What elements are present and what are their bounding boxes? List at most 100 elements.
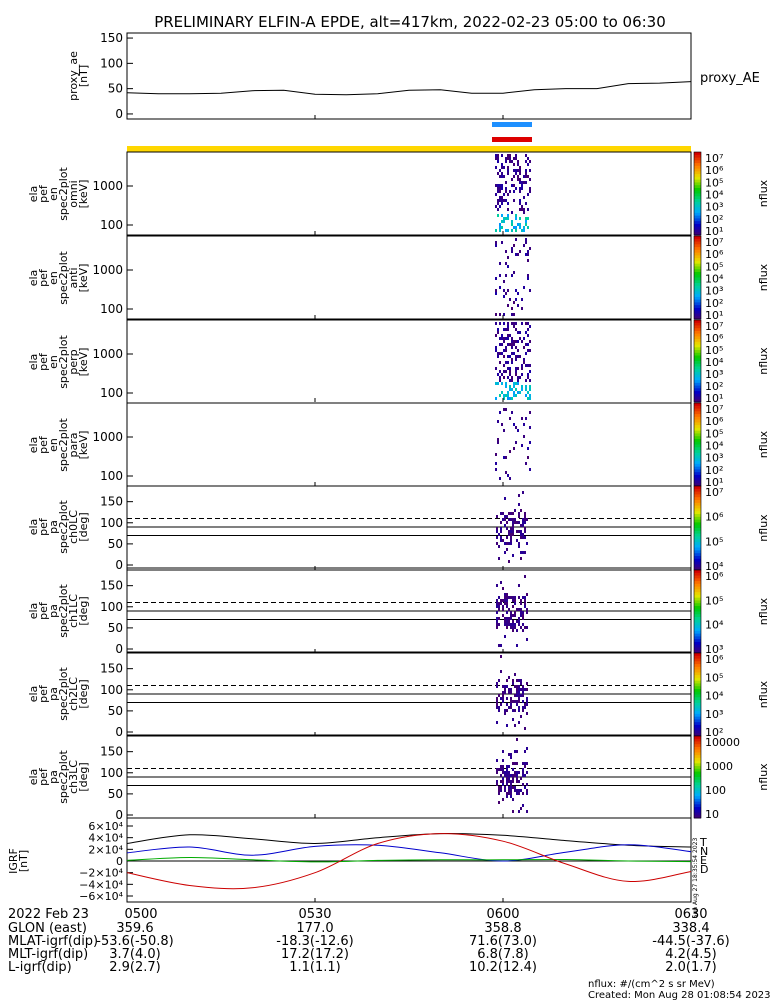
pitch-angle-pixel [518, 515, 520, 518]
pitch-angle-pixel [510, 611, 512, 614]
pitch-angle-pixel [522, 524, 524, 527]
colorbar-swatch [694, 255, 701, 259]
igrf-tick-label: −4×10⁴ [79, 878, 123, 891]
spectrogram-pixel [497, 172, 499, 175]
spectrogram-pixel [509, 385, 511, 388]
colorbar-swatch [694, 461, 701, 465]
status-bar-yellow [127, 146, 691, 152]
pitch-angle-pixel [516, 608, 518, 611]
spectrogram-pixel [511, 211, 513, 214]
colorbar-swatch [694, 597, 701, 601]
pitch-angle-pixel [506, 521, 508, 524]
colorbar-swatch [694, 636, 701, 640]
spectrogram-pixel [499, 187, 501, 190]
spectrogram-pixel [495, 367, 497, 370]
colorbar-swatch [694, 157, 701, 161]
spectrogram-pixel [527, 163, 529, 166]
pitch-angle-pixel [508, 777, 510, 780]
colorbar-swatch [694, 605, 701, 610]
igrf-tick-label: 2×10⁴ [88, 843, 123, 856]
spectrogram-pixel [499, 274, 501, 277]
colorbar-swatch [694, 683, 701, 687]
spectrogram-ylabel-line: pef [37, 352, 50, 371]
footer-row-label: MLT-igrf(dip) [8, 947, 88, 962]
spectrogram-pixel [525, 385, 527, 388]
colorbar-swatch [694, 603, 701, 607]
spectrogram-frame [126, 402, 692, 487]
pitch-angle-pixel [514, 700, 516, 703]
pitch-angle-pixel [518, 545, 520, 548]
pitch-angle-pixel [524, 786, 526, 789]
pitch-angle-pixel [510, 539, 512, 542]
spectrogram-pixel [511, 411, 513, 414]
colorbar-tick-label: 10⁶ [705, 570, 724, 583]
footer-time-label: 0600 [486, 907, 519, 922]
spectrogram-pixel [517, 382, 519, 385]
spectrogram-pixel [501, 199, 503, 202]
colorbar-swatch [694, 458, 701, 462]
spectrogram-pixel [517, 175, 519, 178]
pitch-angle-pixel [522, 518, 524, 521]
colorbar-swatch [694, 419, 701, 423]
spectrogram-pixel [515, 355, 517, 358]
spectrogram-pixel [525, 154, 527, 157]
pitch-angle-pixel [526, 783, 528, 786]
spectrogram-pixel [497, 355, 499, 358]
spectrogram-pixel [505, 274, 507, 277]
pitch-angle-panels: elapefpaspec2plotch0LC[deg]150100500elap… [27, 485, 692, 822]
spectrogram-pixel [527, 373, 529, 376]
pitch-angle-pixel [516, 780, 518, 783]
colorbar-swatch [694, 474, 701, 479]
pitch-angle-pixel [514, 596, 516, 599]
pitch-angle-pixel [518, 542, 520, 545]
spectrogram-pixel [529, 370, 531, 373]
igrf-lines [126, 833, 692, 890]
spectrogram-pixel [507, 322, 509, 325]
pitch-angle-pixel [512, 524, 514, 527]
pitch-angle-pixel [498, 709, 500, 712]
spectrogram-pixel [527, 343, 529, 346]
spectrogram-pixel [527, 217, 529, 220]
spectrogram-pixel [513, 352, 515, 355]
pitch-angle-pixel [510, 786, 512, 789]
spectrogram-pixel [517, 429, 519, 432]
colorbar-swatch [694, 176, 701, 181]
spectrogram-pixel [495, 462, 497, 465]
footer-row-label: GLON (east) [8, 921, 87, 936]
footer-row-value: 4.2(4.5) [665, 947, 717, 962]
spectrogram-pixel [513, 325, 515, 328]
colorbar-swatch [694, 210, 701, 214]
pitch-angle-pixel [506, 777, 508, 780]
pitch-angle-pixel [508, 623, 510, 626]
colorbar-swatch [694, 675, 701, 679]
colorbar-swatch [694, 807, 701, 811]
pitch-angle-pixel [496, 780, 498, 783]
colorbar-swatch [694, 414, 701, 418]
colorbar-swatch [694, 333, 701, 337]
pitch-angle-pixel [526, 810, 528, 813]
pitch-angle-pixel [524, 575, 526, 578]
pitch-angle-pixel [522, 768, 524, 771]
pitch-angle-pixel [496, 584, 498, 587]
pitch-angle-pixel [504, 786, 506, 789]
spectrogram-pixel [513, 184, 515, 187]
pitch-angle-ylabel-line: pa [47, 770, 60, 784]
spectrogram-pixel [499, 337, 501, 340]
spectrogram-pixel [527, 250, 529, 253]
pitch-angle-pixel [512, 762, 514, 765]
pitch-angle-pixel [512, 527, 514, 530]
colorbar-swatch [694, 277, 701, 281]
pitch-angle-pixel [524, 626, 526, 629]
proxy-ae-frame [126, 32, 692, 120]
spectrogram-pixel [513, 340, 515, 343]
spectrogram-pixel [505, 382, 507, 385]
pitch-angle-pixel [512, 518, 514, 521]
spectrogram-pixel [517, 292, 519, 295]
spectrogram-pixel [525, 322, 527, 325]
colorbar-swatch [694, 697, 701, 701]
colorbar-label: nflux [757, 430, 770, 458]
spectrogram-pixel [519, 172, 521, 175]
